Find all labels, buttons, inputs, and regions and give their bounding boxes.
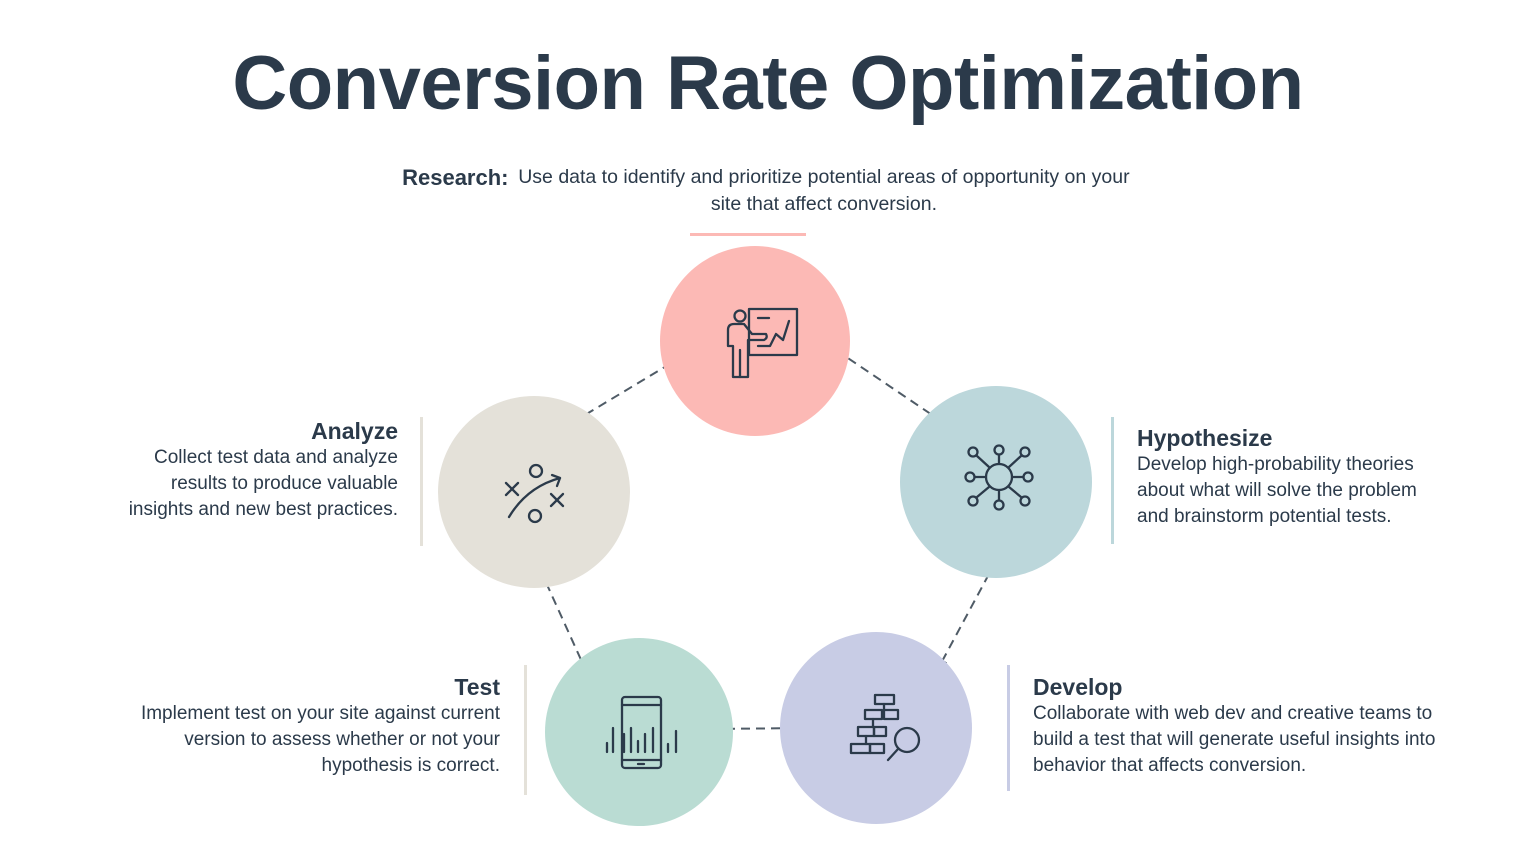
test-divider	[524, 665, 527, 795]
strategy-play-icon	[504, 463, 565, 524]
test-line: version to assess whether or not your	[184, 729, 500, 750]
analyze-title: Analyze	[311, 418, 398, 444]
hypothesize-line: and brainstorm potential tests.	[1137, 506, 1392, 527]
test-circle	[545, 638, 733, 826]
develop-description: Develop Collaborate with web dev and cre…	[1033, 673, 1523, 779]
analyze-circle	[438, 396, 630, 588]
analyze-description: Analyze Collect test data and analyze re…	[38, 417, 398, 523]
arrow-hypothesize-to-develop	[938, 560, 997, 669]
develop-line: build a test that will generate useful i…	[1033, 729, 1436, 750]
arrow-research-to-hypothesize	[835, 349, 949, 427]
page-title: Conversion Rate Optimization	[232, 41, 1304, 126]
test-description: Test Implement test on your site against…	[60, 673, 500, 779]
analyze-line: Collect test data and analyze	[154, 447, 398, 468]
develop-title: Develop	[1033, 674, 1123, 700]
analyze-line: insights and new best practices.	[128, 499, 398, 520]
develop-line: behavior that affects conversion.	[1033, 755, 1307, 776]
analyze-line: results to produce valuable	[170, 473, 398, 494]
hypothesize-description: Hypothesize Develop high-probability the…	[1137, 424, 1517, 530]
research-underline	[690, 233, 806, 236]
develop-divider	[1007, 665, 1010, 791]
test-line: Implement test on your site against curr…	[140, 703, 500, 724]
mobile-analytics-icon	[605, 695, 678, 770]
test-line: hypothesis is correct.	[321, 755, 500, 776]
network-hub-icon	[964, 444, 1034, 511]
hypothesize-divider	[1111, 417, 1114, 544]
research-description: Research: Use data to identify and prior…	[368, 164, 1168, 218]
research-title: Research:	[402, 165, 509, 190]
hypothesize-circle	[900, 386, 1092, 578]
presenter-chart-icon	[726, 307, 799, 379]
research-text: Use data to identify and prioritize pote…	[518, 166, 1130, 215]
test-title: Test	[454, 674, 500, 700]
hypothesize-line: about what will solve the problem	[1137, 480, 1417, 501]
hypothesize-title: Hypothesize	[1137, 425, 1273, 451]
hierarchy-search-icon	[849, 693, 921, 762]
develop-line: Collaborate with web dev and creative te…	[1033, 703, 1433, 724]
hypothesize-line: Develop high-probability theories	[1137, 454, 1414, 475]
analyze-divider	[420, 417, 423, 546]
